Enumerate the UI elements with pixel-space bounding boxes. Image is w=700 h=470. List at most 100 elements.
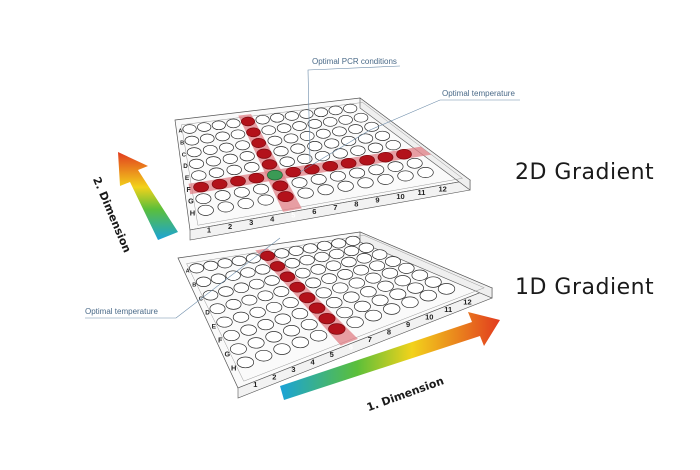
well bbox=[249, 306, 266, 318]
well-highlighted bbox=[230, 175, 246, 187]
dimension-1-arrow bbox=[280, 312, 500, 400]
well-highlighted bbox=[299, 292, 316, 304]
column-number: 11 bbox=[418, 188, 426, 197]
column-number: 4 bbox=[311, 358, 316, 367]
well bbox=[343, 103, 358, 114]
well bbox=[336, 306, 354, 319]
column-number: 9 bbox=[375, 196, 379, 205]
well bbox=[437, 283, 456, 295]
well bbox=[322, 116, 338, 127]
well bbox=[222, 153, 238, 164]
well bbox=[217, 201, 234, 213]
column-number: 5 bbox=[330, 350, 334, 359]
well bbox=[407, 282, 424, 294]
well bbox=[208, 167, 225, 178]
well bbox=[299, 254, 315, 266]
well bbox=[364, 121, 380, 132]
well bbox=[233, 186, 250, 198]
well bbox=[387, 161, 404, 172]
well bbox=[230, 129, 246, 140]
well bbox=[329, 248, 345, 260]
well-highlighted bbox=[318, 312, 336, 325]
well bbox=[264, 275, 280, 286]
callout-optimal-pcr: Optimal PCR conditions bbox=[312, 57, 397, 66]
well bbox=[283, 133, 299, 144]
well bbox=[253, 183, 269, 195]
well bbox=[371, 249, 388, 260]
well bbox=[341, 135, 357, 147]
well bbox=[257, 194, 274, 206]
well bbox=[401, 296, 419, 309]
well bbox=[225, 299, 242, 310]
well-highlighted bbox=[246, 127, 261, 138]
well bbox=[364, 309, 383, 322]
well bbox=[274, 248, 290, 259]
well-highlighted bbox=[277, 191, 294, 203]
well-highlighted bbox=[377, 151, 394, 163]
column-number: 2 bbox=[228, 222, 232, 231]
well bbox=[331, 238, 347, 249]
well bbox=[398, 262, 415, 274]
well bbox=[299, 109, 314, 119]
column-number: 4 bbox=[270, 214, 275, 223]
well bbox=[291, 308, 309, 320]
well bbox=[284, 111, 299, 121]
well bbox=[197, 122, 212, 132]
well bbox=[288, 245, 304, 256]
well bbox=[282, 297, 299, 309]
well bbox=[325, 260, 342, 271]
well bbox=[203, 260, 219, 271]
label-2d-gradient: 2D Gradient bbox=[515, 160, 655, 185]
plate-side-skirt bbox=[359, 231, 493, 299]
well bbox=[265, 301, 283, 313]
well bbox=[240, 324, 257, 336]
well bbox=[349, 167, 366, 179]
well bbox=[397, 170, 414, 182]
well-highlighted bbox=[211, 178, 228, 190]
well bbox=[346, 316, 364, 329]
well bbox=[356, 253, 373, 264]
callout-lines bbox=[85, 65, 520, 319]
well-highlighted bbox=[289, 281, 306, 293]
well-highlighted bbox=[260, 250, 276, 261]
well bbox=[310, 264, 326, 275]
well bbox=[216, 316, 233, 328]
column-number: 8 bbox=[354, 199, 358, 208]
well bbox=[297, 153, 313, 165]
well bbox=[241, 294, 258, 306]
well-highlighted bbox=[322, 160, 339, 172]
well bbox=[191, 170, 207, 181]
well bbox=[247, 337, 265, 349]
column-number: 1 bbox=[207, 226, 211, 235]
well bbox=[200, 133, 215, 144]
well bbox=[279, 156, 295, 167]
column-number: 2 bbox=[272, 373, 276, 382]
well bbox=[276, 123, 292, 133]
well bbox=[211, 120, 226, 131]
plate-inner-border bbox=[186, 234, 485, 382]
well bbox=[236, 356, 255, 369]
well bbox=[226, 118, 241, 129]
column-number: 12 bbox=[439, 184, 447, 193]
column-number: 3 bbox=[291, 365, 295, 374]
well bbox=[255, 349, 273, 362]
well bbox=[324, 138, 340, 149]
well bbox=[341, 256, 357, 268]
well bbox=[218, 286, 234, 297]
well-highlighted bbox=[261, 159, 278, 170]
well bbox=[385, 256, 401, 267]
column-number: 1 bbox=[253, 380, 257, 389]
column-number: 9 bbox=[406, 320, 410, 329]
well bbox=[215, 131, 230, 142]
column-number: 8 bbox=[387, 328, 391, 337]
well bbox=[307, 119, 323, 129]
well bbox=[231, 255, 247, 266]
well bbox=[257, 319, 274, 331]
well bbox=[197, 204, 214, 216]
well bbox=[345, 235, 361, 246]
well bbox=[270, 113, 285, 123]
well bbox=[188, 158, 205, 169]
well bbox=[417, 167, 434, 178]
row-letter: A bbox=[179, 129, 183, 135]
